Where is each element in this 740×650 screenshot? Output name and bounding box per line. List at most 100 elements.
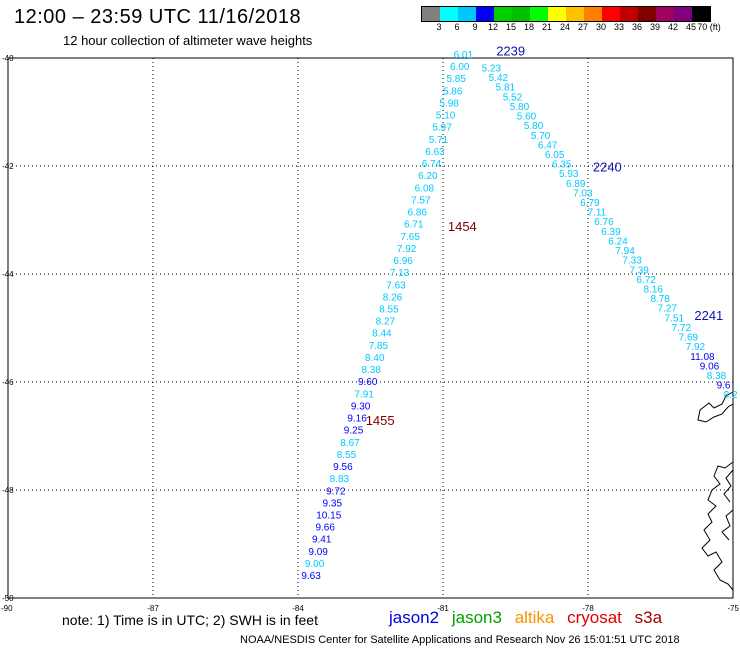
color-scale-label: 3	[436, 22, 442, 32]
swh-value-track-1: 8.40	[365, 353, 385, 364]
color-scale-labels: 3 6 9 12 15 18 21 24 27 30 33 36 39 42 45 70 (ft)	[421, 22, 733, 34]
lat-tick-label: -48	[2, 486, 14, 495]
swh-value-track-2: 7.39	[629, 265, 649, 276]
time-labels: 1454 1455 2239 2240 2241	[366, 43, 724, 428]
swh-value-track-1: 6.01	[454, 50, 474, 61]
swh-value-track-1: 7.13	[390, 268, 410, 279]
color-scale-label: 12	[487, 22, 499, 32]
coastline-segment	[721, 509, 734, 541]
swh-value-track-1: 9.00	[305, 559, 325, 570]
swh-value-track-2: 5.93	[559, 169, 579, 180]
swh-value-track-2: 6.24	[608, 236, 628, 247]
swh-value-track-1: 8.38	[362, 365, 382, 376]
legend-jason2: jason2	[389, 608, 440, 627]
lon-tick-label: -90	[1, 604, 13, 613]
swh-value-track-1: 7.57	[411, 195, 431, 206]
color-swatch	[476, 7, 494, 21]
swh-value-track-1: 6.63	[425, 147, 445, 158]
lon-tick-label: -78	[582, 604, 594, 613]
lat-tick-label: -40	[2, 54, 14, 63]
swh-value-track-1: 9.09	[308, 547, 328, 558]
swh-value-track-1: 7.63	[386, 280, 406, 291]
time-label: 2241	[694, 308, 723, 323]
swh-value-track-2: 8.78	[650, 294, 670, 305]
swh-value-track-1: 8.44	[372, 329, 392, 340]
color-swatch	[692, 7, 710, 21]
swh-value-track-1: 7.92	[397, 244, 417, 255]
swh-value-track-2: 6.47	[538, 140, 558, 151]
map-frame	[7, 57, 734, 599]
swh-value-track-1: 6.86	[408, 208, 428, 219]
swh-value-track-2: 5.60	[517, 112, 537, 123]
color-scale-label: 70 (ft)	[697, 22, 721, 32]
swh-value-track-1: 9.60	[358, 377, 378, 388]
color-swatch	[548, 7, 566, 21]
swh-value-track-2: 6.79	[580, 198, 600, 209]
coastline-segment	[701, 461, 734, 591]
color-scale-label: 36	[631, 22, 643, 32]
color-scale-label: 15	[505, 22, 517, 32]
swh-value-track-1: 8.67	[340, 438, 360, 449]
swh-value-track-1: 5.97	[432, 123, 452, 134]
lon-tick-label: -84	[292, 604, 304, 613]
swh-value-track-2: 5.52	[503, 92, 523, 103]
time-label: 2240	[593, 159, 622, 174]
swh-value-track-1: 10.15	[316, 511, 341, 522]
time-label: 1454	[448, 219, 477, 234]
lat-tick-label: -46	[2, 378, 14, 387]
color-swatch	[638, 7, 656, 21]
swh-value-track-1: 5.85	[446, 74, 466, 85]
swh-value-track-2: 7.69	[679, 333, 699, 344]
color-swatch	[566, 7, 584, 21]
swh-value-track-1: 9.41	[312, 535, 332, 546]
color-swatch	[674, 7, 692, 21]
coastline-segment	[723, 469, 734, 503]
swh-value-track-2: 7.92	[686, 342, 706, 353]
color-scale-label: 33	[613, 22, 625, 32]
color-swatch	[620, 7, 638, 21]
color-scale-label: 27	[577, 22, 589, 32]
swh-value-track-2: 7.51	[665, 313, 685, 324]
color-swatch	[584, 7, 602, 21]
swh-value-track-2: 7.72	[672, 323, 692, 334]
swh-value-track-2: 11.08	[690, 352, 715, 363]
swh-value-track-1: 8.27	[376, 317, 396, 328]
swh-value-track-2: 7.27	[658, 304, 678, 315]
swh-value-track-2: 5.23	[482, 64, 502, 75]
color-swatch	[440, 7, 458, 21]
swh-value-track-2: 7.11	[588, 208, 607, 219]
lon-tick-label: -81	[437, 604, 449, 613]
color-scale-label: 18	[523, 22, 535, 32]
lon-tick-label: -75	[727, 604, 739, 613]
color-scale-label: 9	[472, 22, 478, 32]
units-note: note: 1) Time is in UTC; 2) SWH is in fe…	[62, 612, 318, 628]
swh-value-track-1: 9.30	[351, 401, 371, 412]
swh-value-track-1: 7.85	[369, 341, 389, 352]
page-subtitle: 12 hour collection of altimeter wave hei…	[63, 33, 313, 48]
page-title: 12:00 – 23:59 UTC 11/16/2018	[14, 6, 302, 28]
color-swatch	[512, 7, 530, 21]
legend-jason3: jason3	[451, 608, 502, 627]
swh-value-track-1: 6.00	[450, 62, 470, 73]
swh-value-track-1: 9.56	[333, 462, 353, 473]
axis-tick-labels: -40 -42 -44 -46 -48 -50-90 -87 -84 -81 -78 -75	[1, 54, 740, 613]
swh-value-track-1: 5.71	[429, 135, 449, 146]
lat-tick-label: -44	[2, 270, 14, 279]
color-swatch	[656, 7, 674, 21]
color-scale-label: 6	[454, 22, 460, 32]
coastline	[697, 391, 734, 591]
swh-value-track-2: 5.80	[524, 121, 544, 132]
swh-value-track-1: 9.72	[326, 486, 346, 497]
swh-value-track-1: 7.65	[400, 232, 420, 243]
swh-value-track-2: 5.81	[496, 83, 516, 94]
swh-value-track-1: 6.96	[393, 256, 413, 267]
swh-value-track-1: 9.16	[347, 414, 367, 425]
color-swatch	[494, 7, 512, 21]
swh-value-track-1: 5.10	[436, 111, 456, 122]
swh-value-track-1: 5.86	[443, 86, 463, 97]
coastline-segment	[697, 391, 734, 423]
swh-value-track-2: 6.76	[594, 217, 614, 228]
swh-value-track-2: 5.42	[489, 73, 509, 84]
